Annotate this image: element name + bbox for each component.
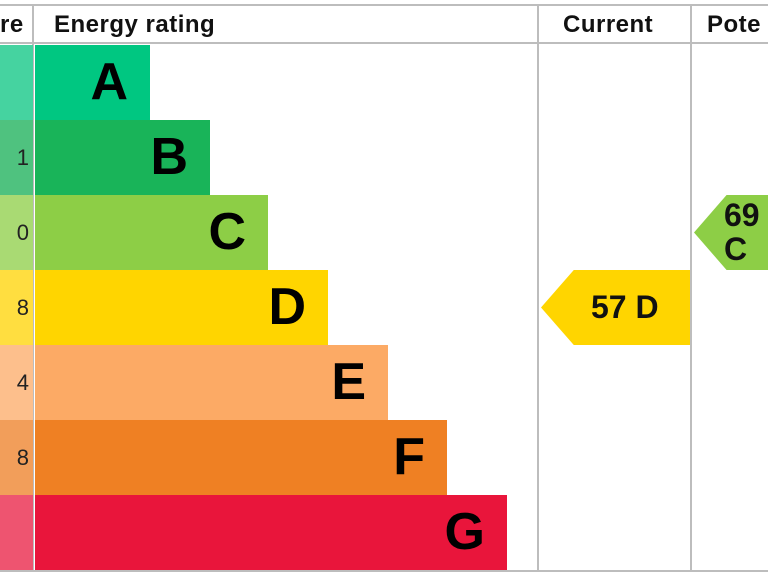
band-letter: F (393, 428, 425, 486)
header-energy-rating: Energy rating (54, 11, 216, 38)
top-border (0, 4, 768, 6)
header-current: Current (563, 11, 654, 38)
band-bar-f: F (35, 420, 447, 495)
band-bar-b: B (35, 120, 210, 195)
col-divider-current (537, 4, 539, 572)
score-range: 8 (16, 295, 29, 320)
score-range: 1 (16, 145, 29, 170)
current-rating-label: 57 D (591, 289, 659, 325)
band-letter: E (331, 353, 366, 411)
score-range: 4 (16, 370, 29, 395)
potential-rating-label: 69 C (724, 197, 760, 267)
band-bar-e: E (35, 345, 388, 420)
score-cell-g (0, 495, 33, 570)
band-letter: A (90, 53, 128, 111)
score-cell-e: 4 (0, 345, 33, 420)
band-letter: G (444, 503, 485, 561)
score-range: 0 (16, 220, 29, 245)
score-cell-b: 1 (0, 120, 33, 195)
band-letter: D (268, 278, 306, 336)
header-divider (0, 42, 768, 44)
score-range: 8 (16, 445, 29, 470)
score-cell-c: 0 (0, 195, 33, 270)
band-bar-d: D (35, 270, 328, 345)
score-cell-d: 8 (0, 270, 33, 345)
band-bar-c: C (35, 195, 268, 270)
band-bar-a: A (35, 45, 150, 120)
header-potential: Pote (707, 11, 762, 38)
col-divider-score (32, 4, 34, 572)
current-rating-arrow: 57 D (541, 270, 690, 345)
band-letter: B (150, 128, 188, 186)
band-bar-g: G (35, 495, 507, 570)
potential-rating-arrow: 69 C (694, 195, 768, 270)
band-letter: C (208, 203, 246, 261)
score-cell-a (0, 45, 33, 120)
header-score: re (0, 11, 24, 38)
col-divider-potential (690, 4, 692, 572)
score-cell-f: 8 (0, 420, 33, 495)
bottom-border (0, 570, 768, 572)
